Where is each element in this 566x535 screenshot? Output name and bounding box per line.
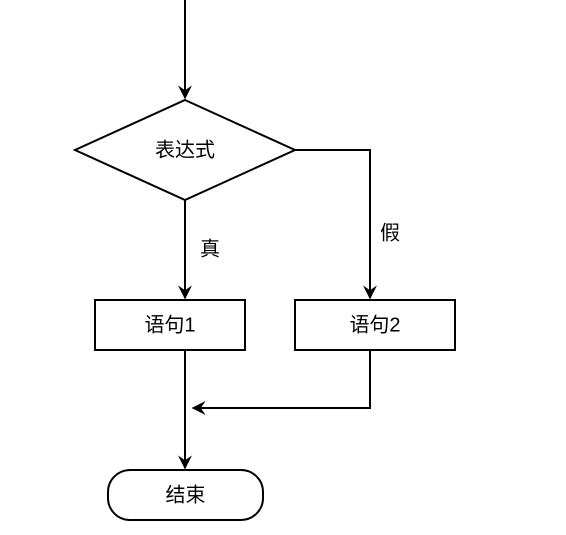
flowchart-container: 真 假 表达式语句1 语句2 结束 xyxy=(0,0,566,535)
edge-stmt2-merge xyxy=(193,350,370,408)
node-label-stmt1: 语句1 xyxy=(144,313,195,336)
node-label-stmt2: 语句2 xyxy=(349,313,400,336)
node-label-end: 结束 xyxy=(166,483,206,506)
flowchart-svg: 真 假 表达式语句1 语句2 结束 xyxy=(0,0,566,535)
edge-decision-false xyxy=(295,150,370,298)
edge-label-decision-true: 真 xyxy=(200,237,220,260)
node-label-decision: 表达式 xyxy=(155,138,215,161)
edge-label-decision-false: 假 xyxy=(380,221,400,244)
